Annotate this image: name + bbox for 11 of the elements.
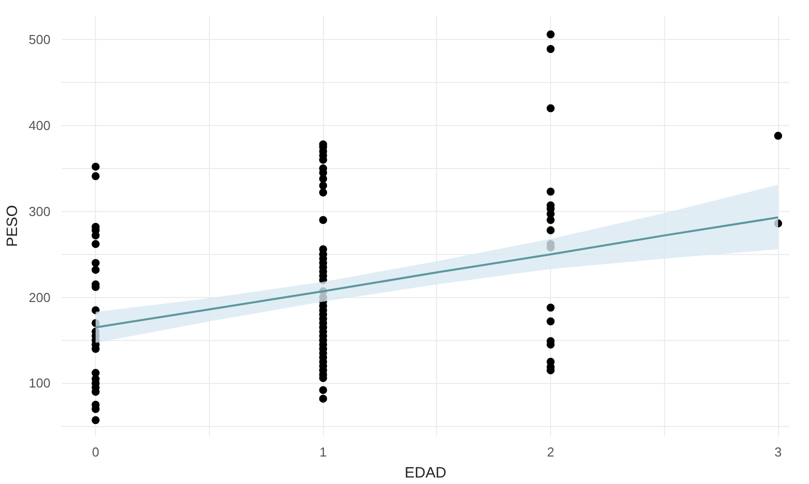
x-tick-label: 1 [320, 444, 327, 460]
y-tick-label: 500 [28, 32, 51, 48]
y-tick-label: 200 [28, 290, 51, 305]
y-tick-label: 400 [28, 118, 51, 133]
x-axis-title: EDAD [404, 464, 447, 482]
x-tick-label: 0 [92, 444, 100, 460]
x-tick-label: 2 [547, 444, 554, 460]
x-tick-label: 3 [774, 444, 782, 460]
y-tick-label: 300 [28, 204, 51, 219]
y-tick-label: 100 [28, 376, 51, 391]
y-axis-title: PESO [4, 205, 21, 247]
